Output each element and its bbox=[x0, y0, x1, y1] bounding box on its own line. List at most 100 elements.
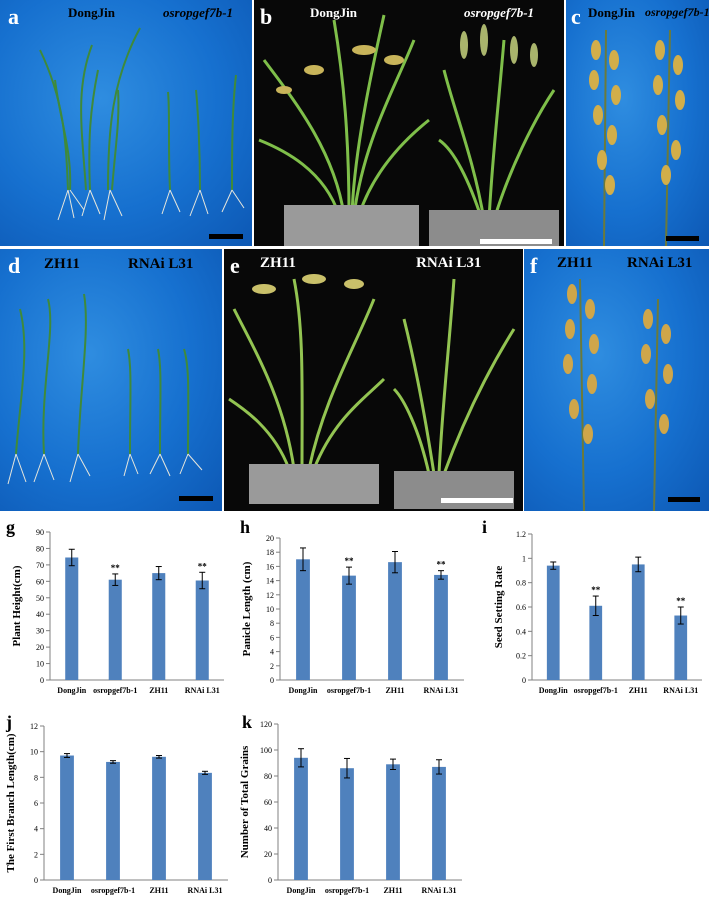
y-tick-label: 14 bbox=[266, 577, 274, 586]
y-tick-label: 10 bbox=[266, 605, 274, 614]
significance-label: ** bbox=[345, 556, 355, 566]
bar bbox=[546, 565, 560, 680]
panel-label-a: a bbox=[8, 4, 19, 29]
bar bbox=[152, 756, 166, 880]
bar bbox=[386, 764, 400, 880]
y-tick-label: 90 bbox=[36, 528, 44, 537]
chart-k: 0 20 40 60 80 100 120 Number of Total Grains Don… bbox=[236, 714, 472, 907]
photo-d-left-text: ZH11 bbox=[44, 256, 80, 272]
photo-panel-f: f ZH11 RNAi L31 bbox=[524, 249, 709, 511]
bar bbox=[296, 559, 310, 680]
scale-bar bbox=[666, 236, 699, 241]
chart-h: 0 2 4 6 8 10 12 14 16 18 20 Panicle Length (cm) Dong… bbox=[236, 520, 472, 710]
x-tick-label: ZH11 bbox=[383, 886, 402, 895]
y-tick-label: 18 bbox=[266, 548, 274, 557]
chart-svg: 0 0.2 0.4 0.6 0.8 1 1.2 Seed Setting Rate DongJi… bbox=[493, 530, 702, 695]
chart-svg: 0 2 4 6 8 10 12 14 16 18 20 Panicle Length (cm) Dong… bbox=[241, 534, 464, 695]
bar bbox=[294, 757, 308, 880]
y-tick-label: 6 bbox=[270, 633, 274, 642]
significance-label: ** bbox=[676, 596, 686, 606]
y-tick-label: 100 bbox=[260, 746, 272, 755]
significance-label: ** bbox=[198, 561, 208, 571]
y-tick-label: 1.2 bbox=[516, 530, 526, 539]
bar bbox=[198, 772, 212, 880]
x-tick-label: osropgef7b-1 bbox=[93, 686, 137, 695]
scale-bar bbox=[480, 239, 552, 244]
y-tick-label: 20 bbox=[266, 534, 274, 543]
y-tick-label: 70 bbox=[36, 561, 44, 570]
bar bbox=[108, 579, 122, 680]
panel-label-d: d bbox=[8, 253, 21, 278]
x-tick-label: DongJin bbox=[539, 686, 568, 695]
significance-label: ** bbox=[591, 585, 601, 595]
panel-label-k: k bbox=[242, 712, 253, 732]
rice-plants-illustration bbox=[258, 14, 559, 246]
y-tick-label: 0 bbox=[270, 676, 274, 685]
bar bbox=[195, 580, 209, 680]
panel-label-h: h bbox=[240, 517, 251, 537]
x-tick-label: osropgef7b-1 bbox=[91, 886, 135, 895]
x-tick-label: ZH11 bbox=[149, 886, 168, 895]
rice-plants-illustration bbox=[228, 274, 516, 509]
bar bbox=[674, 615, 688, 680]
bar bbox=[340, 768, 354, 880]
photo-a-right-text: osropgef7b-1 bbox=[163, 5, 234, 20]
y-tick-label: 80 bbox=[264, 772, 272, 781]
y-tick-label: 40 bbox=[36, 610, 44, 619]
chart-g: 0 10 20 30 40 50 60 70 80 90 Plant Height(cm) DongJ… bbox=[0, 520, 236, 710]
panel-label-f: f bbox=[530, 253, 538, 278]
y-axis-label: Plant Height(cm) bbox=[11, 565, 23, 646]
photo-c-left-text: DongJin bbox=[588, 5, 635, 20]
photo-a-left-text: DongJin bbox=[68, 5, 115, 20]
y-tick-label: 1 bbox=[522, 554, 526, 563]
y-tick-label: 80 bbox=[36, 544, 44, 553]
y-tick-label: 12 bbox=[30, 722, 38, 731]
bar bbox=[152, 573, 166, 680]
scale-bar bbox=[441, 498, 513, 503]
panel-label-g: g bbox=[6, 517, 15, 537]
x-tick-label: osropgef7b-1 bbox=[574, 686, 618, 695]
chart-i: 0 0.2 0.4 0.6 0.8 1 1.2 Seed Setting Rate DongJi… bbox=[472, 520, 709, 710]
y-tick-label: 0.4 bbox=[516, 627, 526, 636]
scale-bar bbox=[209, 234, 243, 239]
y-tick-label: 2 bbox=[34, 850, 38, 859]
photo-c-right-text: osropgef7b-1 bbox=[645, 5, 709, 19]
x-tick-label: RNAi L31 bbox=[188, 886, 223, 895]
y-tick-label: 60 bbox=[36, 577, 44, 586]
x-tick-label: ZH11 bbox=[629, 686, 648, 695]
y-tick-label: 4 bbox=[270, 648, 274, 657]
x-tick-label: osropgef7b-1 bbox=[325, 886, 369, 895]
chart-svg: 0 2 4 6 8 10 12 The First Branch Length(cm) Dong… bbox=[5, 722, 228, 895]
y-tick-label: 30 bbox=[36, 627, 44, 636]
y-tick-label: 10 bbox=[30, 748, 38, 757]
panel-label-e: e bbox=[230, 253, 240, 278]
seedlings-illustration bbox=[39, 27, 245, 221]
photo-e-right-text: RNAi L31 bbox=[416, 255, 482, 271]
seedlings-illustration bbox=[7, 293, 203, 485]
y-tick-label: 2 bbox=[270, 662, 274, 671]
bar bbox=[589, 605, 603, 680]
photo-panel-b: b DongJin osropgef7b-1 bbox=[254, 0, 564, 246]
x-tick-label: RNAi L31 bbox=[663, 686, 698, 695]
bar bbox=[342, 575, 356, 680]
y-tick-label: 0 bbox=[34, 876, 38, 885]
significance-label: ** bbox=[111, 563, 121, 573]
x-tick-label: RNAi L31 bbox=[185, 686, 220, 695]
significance-label: ** bbox=[437, 560, 447, 570]
x-tick-label: DongJin bbox=[57, 686, 86, 695]
y-tick-label: 6 bbox=[34, 799, 38, 808]
x-tick-label: RNAi L31 bbox=[422, 886, 457, 895]
y-tick-label: 0 bbox=[40, 676, 44, 685]
photo-f-left-text: ZH11 bbox=[557, 255, 593, 271]
x-tick-label: RNAi L31 bbox=[424, 686, 459, 695]
panel-label-j: j bbox=[6, 712, 12, 732]
x-tick-label: ZH11 bbox=[149, 686, 168, 695]
chart-j: 0 2 4 6 8 10 12 The First Branch Length(cm) Dong… bbox=[0, 714, 236, 907]
y-tick-label: 0.8 bbox=[516, 579, 526, 588]
photo-b-right-text: osropgef7b-1 bbox=[464, 5, 535, 20]
photo-b-left-text: DongJin bbox=[310, 5, 357, 20]
y-tick-label: 10 bbox=[36, 660, 44, 669]
bar bbox=[65, 557, 79, 680]
photo-panel-c: c DongJin osropgef7b-1 bbox=[566, 0, 709, 246]
panicles-illustration bbox=[563, 278, 673, 511]
